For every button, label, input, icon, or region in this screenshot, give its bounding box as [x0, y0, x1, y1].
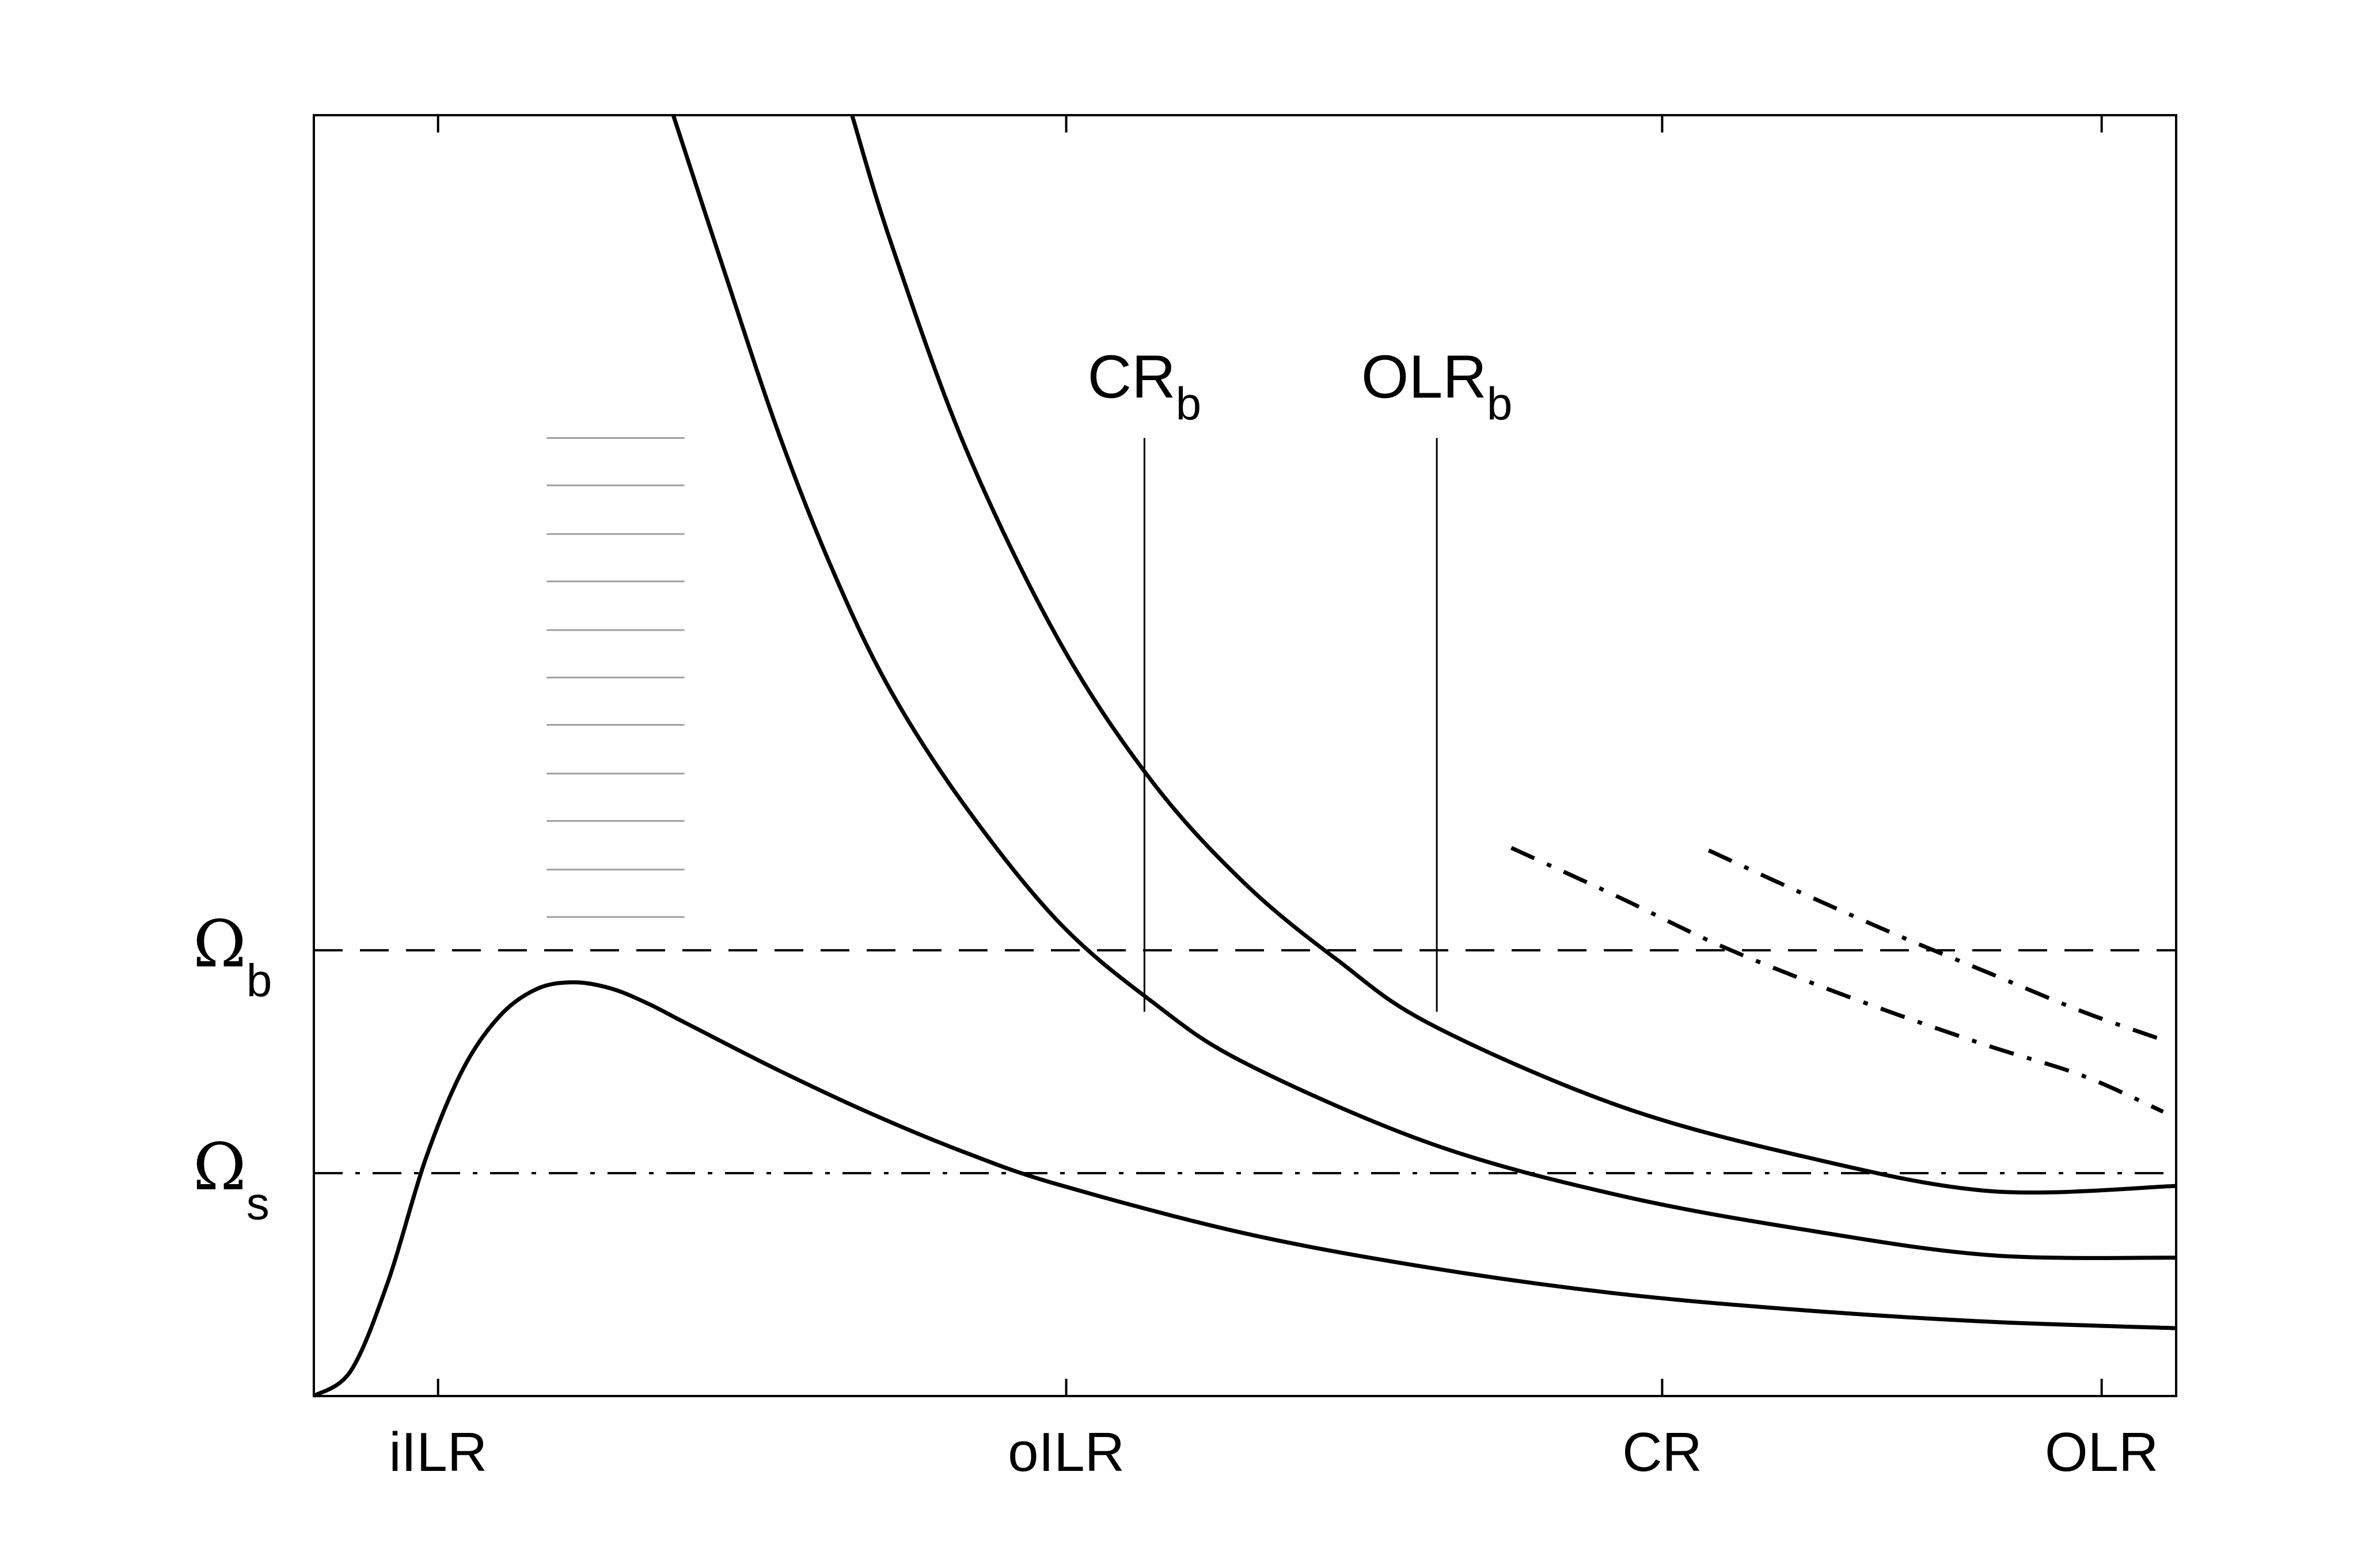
marker-label-0: CRb: [1088, 343, 1202, 429]
y-tick-label-0: Ωb: [193, 907, 272, 1006]
x-tick-label-2: CR: [1622, 1421, 1702, 1483]
marker-lines: CRb OLRb: [1088, 343, 1512, 1012]
series-curve-3: [1510, 845, 2164, 1114]
axis-labels: iILR oILR CR OLR Ωb Ωs: [193, 907, 2158, 1483]
shaded-band: [546, 437, 685, 918]
plot-frame: [313, 114, 2177, 1397]
x-tick-label-1: oILR: [1008, 1421, 1125, 1483]
series-curve-0: [313, 980, 2177, 1398]
series-curves: [313, 114, 2177, 1398]
y-tick-label-1: Ωs: [193, 1130, 269, 1229]
x-tick-label-0: iILR: [389, 1421, 487, 1483]
series-curve-4: [1707, 848, 2164, 1042]
axis-ticks: [314, 115, 2103, 1396]
series-curve-1: [671, 114, 2177, 1260]
reference-lines: [314, 949, 2176, 1175]
x-tick-label-3: OLR: [2045, 1421, 2158, 1483]
marker-label-1: OLRb: [1361, 343, 1512, 429]
series-curve-2: [850, 114, 2177, 1195]
